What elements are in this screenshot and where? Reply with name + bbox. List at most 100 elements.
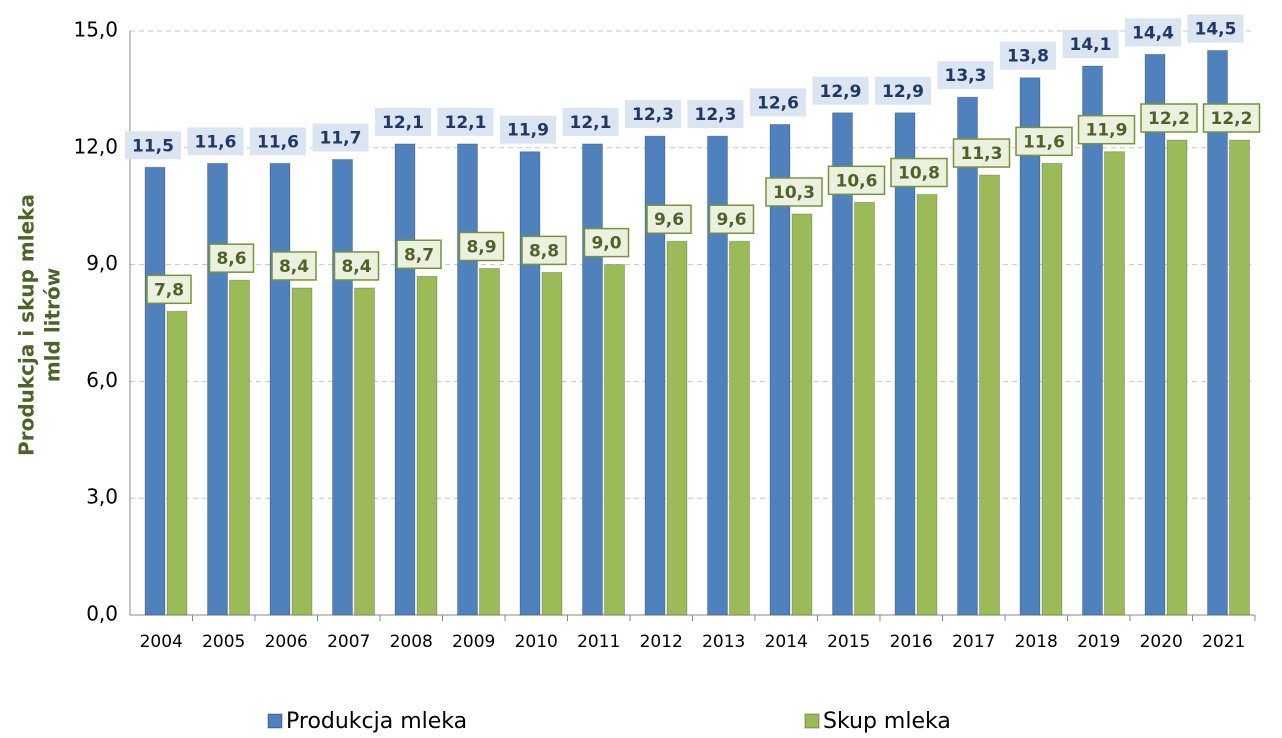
value-label-box (458, 231, 505, 262)
legend-swatch (267, 713, 283, 729)
bar (457, 143, 478, 616)
value-label: 14,4 (1132, 23, 1174, 43)
y-tick-label: 9,0 (86, 251, 118, 275)
x-tick-label: 2010 (515, 632, 558, 652)
value-label: 12,1 (445, 113, 487, 133)
x-tick-label: 2019 (1077, 632, 1120, 652)
value-label-box (396, 239, 442, 270)
bar (332, 158, 353, 616)
value-label: 9,0 (591, 234, 621, 254)
value-label: 8,4 (279, 257, 309, 277)
bar (269, 162, 291, 616)
bar (229, 279, 250, 616)
bar (166, 310, 188, 616)
value-label: 11,6 (1023, 132, 1065, 152)
x-tick-label: 2013 (702, 632, 745, 652)
bar (644, 135, 666, 616)
value-label-box (583, 227, 630, 258)
value-label-box (125, 131, 181, 160)
x-tick-label: 2011 (577, 632, 620, 652)
value-label: 9,6 (654, 210, 684, 230)
value-label: 13,3 (945, 66, 987, 86)
value-label: 11,7 (320, 128, 362, 148)
bar (979, 174, 1000, 616)
value-label: 12,9 (882, 82, 924, 102)
bar (144, 166, 166, 616)
value-label: 12,2 (1211, 109, 1253, 129)
value-label-box (625, 100, 681, 129)
legend-swatch (804, 713, 820, 729)
bar (1229, 139, 1250, 616)
value-label: 8,7 (404, 245, 434, 265)
bar (519, 151, 541, 616)
value-label-box (875, 76, 931, 105)
value-label-box (952, 138, 1011, 168)
bar (291, 287, 313, 616)
bar (354, 287, 375, 616)
x-tick-label: 2007 (327, 632, 370, 652)
bar (207, 162, 228, 616)
value-label-box (687, 100, 744, 129)
value-label: 11,6 (195, 132, 237, 152)
bar (916, 194, 938, 616)
y-axis-label: mld litrów (41, 268, 65, 382)
value-label-box (1062, 30, 1119, 59)
x-tick-label: 2020 (1140, 632, 1183, 652)
value-label: 8,6 (216, 249, 246, 269)
value-label: 11,5 (132, 136, 174, 156)
value-label-box (208, 243, 255, 273)
value-label: 7,8 (154, 280, 184, 300)
bar (1082, 65, 1103, 616)
value-label: 8,9 (466, 237, 496, 257)
bar (1104, 151, 1125, 616)
value-label-box (187, 127, 244, 156)
y-tick-label: 15,0 (73, 18, 118, 42)
bar (604, 264, 625, 616)
value-label-box (937, 61, 994, 90)
x-tick-label: 2006 (265, 632, 308, 652)
value-label-box (271, 251, 317, 281)
y-tick-label: 0,0 (86, 602, 118, 626)
bar (1144, 53, 1166, 616)
value-label: 11,6 (257, 132, 299, 152)
value-label: 13,8 (1007, 47, 1049, 67)
bar (416, 275, 438, 616)
x-tick-label: 2018 (1015, 632, 1058, 652)
value-label-box (1077, 114, 1136, 145)
x-tick-label: 2008 (390, 632, 433, 652)
value-label: 11,9 (507, 121, 549, 141)
value-label-box (1000, 41, 1056, 70)
y-axis-label: Produkcja i skup mleka (15, 194, 39, 456)
x-tick-label: 2009 (452, 632, 495, 652)
value-label-box (312, 123, 369, 152)
value-label-box (500, 115, 556, 144)
bar (666, 240, 688, 616)
bar (1019, 77, 1041, 616)
x-tick-label: 2005 (202, 632, 245, 652)
x-tick-label: 2012 (640, 632, 683, 652)
value-label-box (146, 274, 192, 305)
bar (894, 112, 916, 616)
value-label: 14,5 (1195, 19, 1237, 39)
bar (832, 112, 853, 616)
value-label-box (1202, 103, 1261, 133)
value-label: 8,8 (529, 241, 559, 261)
bar (729, 240, 750, 616)
bar (541, 271, 563, 616)
value-label: 10,3 (773, 183, 815, 203)
bar (582, 143, 603, 616)
value-label: 11,3 (961, 144, 1003, 164)
value-label-box (750, 88, 806, 117)
bar (854, 201, 875, 616)
value-label-box (250, 127, 306, 156)
value-label-box (1140, 103, 1198, 133)
value-label-box (562, 107, 619, 136)
y-tick-label: 12,0 (73, 134, 118, 158)
bar (957, 96, 978, 616)
bar (1041, 162, 1063, 616)
value-label-box (375, 107, 431, 136)
value-label-box (521, 235, 567, 266)
value-label-box (827, 165, 886, 196)
y-tick-label: 6,0 (86, 368, 118, 392)
